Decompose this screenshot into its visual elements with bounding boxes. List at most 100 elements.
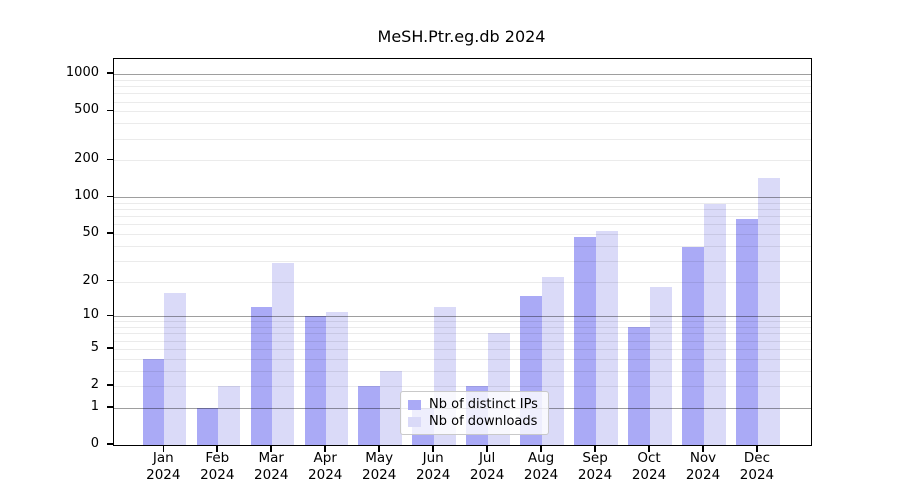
bar-downloads-dec <box>757 177 780 445</box>
gridline-8 <box>114 327 811 329</box>
y-tick-mark <box>107 314 113 317</box>
gridline-5 <box>114 348 811 350</box>
gridline-600 <box>114 101 811 103</box>
y-tick-mark <box>107 347 113 349</box>
gridline-700 <box>114 93 811 95</box>
y-tick-mark <box>107 406 113 408</box>
bar-distinct-ips-dec <box>736 218 758 445</box>
x-tick-mark <box>162 445 165 452</box>
x-tick-mark <box>594 445 596 452</box>
y-tick-mark <box>107 109 113 112</box>
y-tick-mark <box>107 443 113 445</box>
x-tick-label-jul: Jul 2024 <box>469 450 505 483</box>
gridline-9 <box>114 321 811 323</box>
bar-distinct-ips-jan <box>142 358 165 445</box>
gridline-900 <box>114 79 811 81</box>
y-tick-mark <box>107 232 113 234</box>
gridline-7 <box>114 333 811 335</box>
chart-title: MeSH.Ptr.eg.db 2024 <box>377 27 546 46</box>
bar-downloads-may <box>380 370 402 445</box>
gridline-500 <box>114 111 811 113</box>
y-tick-mark <box>107 195 113 198</box>
gridline-80 <box>114 209 811 211</box>
x-tick-mark <box>216 445 219 452</box>
gridline-800 <box>114 86 811 88</box>
y-tick-label-5: 5 <box>90 339 99 355</box>
legend-label: Nb of downloads <box>429 414 538 429</box>
bar-downloads-jan <box>164 292 186 445</box>
gridline-60 <box>114 224 811 226</box>
y-tick-mark <box>107 384 113 386</box>
y-tick-mark <box>107 158 113 161</box>
x-tick-label-sep: Sep 2024 <box>577 450 613 483</box>
bar-distinct-ips-apr <box>304 316 327 445</box>
gridline-2 <box>114 386 811 388</box>
bar-distinct-ips-may <box>358 386 381 445</box>
bar-distinct-ips-oct <box>628 327 651 445</box>
y-tick-label-100: 100 <box>74 188 99 204</box>
x-tick-mark <box>324 445 326 452</box>
gridline-6 <box>114 340 811 342</box>
legend-swatch-icon <box>408 416 421 427</box>
y-tick-label-10: 10 <box>82 307 99 323</box>
gridline-50 <box>114 234 811 236</box>
y-tick-mark <box>107 279 113 282</box>
legend: Nb of distinct IPs Nb of downloads <box>400 391 549 435</box>
y-tick-label-0: 0 <box>90 436 99 451</box>
y-tick-mark <box>107 72 113 75</box>
bar-downloads-sep <box>596 230 618 445</box>
x-tick-mark <box>540 445 542 452</box>
gridline-30 <box>114 260 811 262</box>
x-tick-label-jan: Jan 2024 <box>146 450 181 483</box>
x-tick-label-jun: Jun 2024 <box>415 450 451 483</box>
x-tick-label-dec: Dec 2024 <box>739 450 775 483</box>
x-tick-label-apr: Apr 2024 <box>308 450 343 483</box>
gridline-40 <box>114 245 811 247</box>
y-tick-label-1000: 1000 <box>65 65 99 81</box>
gridline-200 <box>114 160 811 162</box>
x-tick-mark <box>486 445 488 452</box>
bar-downloads-oct <box>650 287 672 445</box>
bar-downloads-feb <box>218 386 240 445</box>
x-tick-mark <box>378 445 380 452</box>
legend-item-distinct-ips: Nb of distinct IPs <box>408 396 538 413</box>
plot-area <box>113 58 812 446</box>
gridline-400 <box>114 123 811 125</box>
gridline-20 <box>114 281 811 283</box>
x-tick-mark <box>270 445 273 452</box>
x-tick-mark <box>756 445 758 452</box>
bar-distinct-ips-sep <box>574 237 597 445</box>
legend-label: Nb of distinct IPs <box>429 397 538 412</box>
bar-downloads-nov <box>704 204 726 445</box>
y-tick-label-500: 500 <box>74 102 99 118</box>
legend-swatch-icon <box>408 399 421 410</box>
x-tick-label-nov: Nov 2024 <box>685 450 721 483</box>
legend-item-downloads: Nb of downloads <box>408 413 538 430</box>
bar-distinct-ips-feb <box>196 407 219 445</box>
gridline-100 <box>114 197 811 199</box>
y-tick-label-1: 1 <box>90 398 99 414</box>
gridline-3 <box>114 370 811 372</box>
gridline-10 <box>114 316 811 318</box>
gridline-70 <box>114 216 811 218</box>
x-tick-label-mar: Mar 2024 <box>254 450 289 483</box>
bar-distinct-ips-nov <box>682 247 704 445</box>
gridline-300 <box>114 138 811 140</box>
x-tick-label-aug: Aug 2024 <box>523 450 559 483</box>
bar-distinct-ips-mar <box>250 307 273 445</box>
bar-downloads-mar <box>272 262 294 445</box>
y-tick-label-50: 50 <box>82 225 99 241</box>
gridline-90 <box>114 202 811 204</box>
gridline-1000 <box>114 74 811 76</box>
bar-downloads-apr <box>326 311 348 445</box>
x-tick-label-may: May 2024 <box>361 450 397 483</box>
x-tick-label-feb: Feb 2024 <box>200 450 235 483</box>
y-tick-label-2: 2 <box>90 377 99 393</box>
y-tick-label-200: 200 <box>74 151 99 167</box>
x-tick-mark <box>702 445 704 452</box>
x-tick-mark <box>648 445 650 452</box>
y-tick-label-20: 20 <box>82 272 99 288</box>
x-tick-mark <box>432 445 434 452</box>
gridline-4 <box>114 358 811 360</box>
